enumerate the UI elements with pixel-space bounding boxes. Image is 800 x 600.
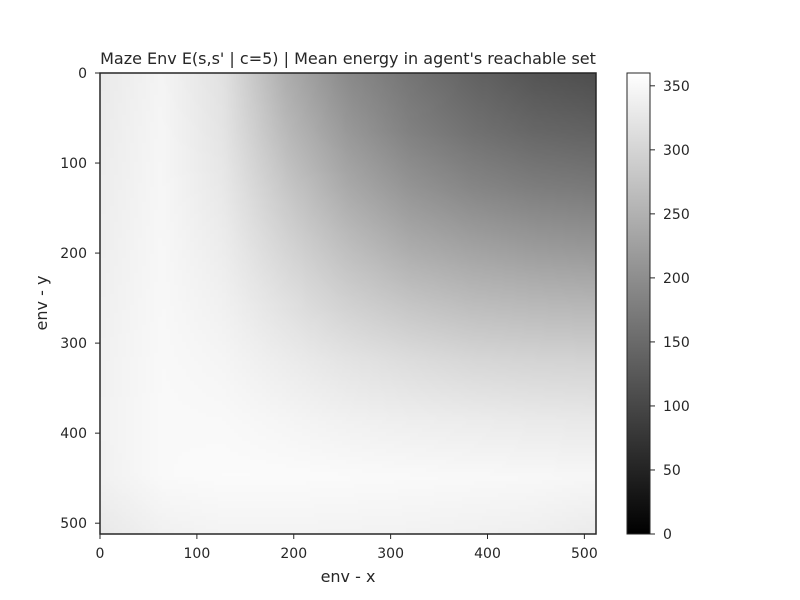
colorbar-tick-label: 350 xyxy=(663,79,690,95)
plot-area xyxy=(99,72,597,535)
x-tick-label: 300 xyxy=(377,546,404,562)
chart-title: Maze Env E(s,s' | c=5) | Mean energy in … xyxy=(100,49,596,68)
x-tick-label: 500 xyxy=(571,546,598,562)
colorbar-tick-label: 50 xyxy=(663,463,681,479)
colorbar-tick-label: 250 xyxy=(663,207,690,223)
colorbar-tick-label: 150 xyxy=(663,335,690,351)
colorbar-tick-label: 300 xyxy=(663,143,690,159)
y-tick-label: 100 xyxy=(60,156,87,172)
x-axis-label: env - x xyxy=(321,567,376,586)
heatmap-image xyxy=(100,73,596,534)
x-axis-ticks: 0 100 200 300 400 500 xyxy=(96,534,598,562)
x-tick-label: 400 xyxy=(474,546,501,562)
y-tick-label: 0 xyxy=(78,66,87,82)
y-axis-label: env - y xyxy=(32,276,51,331)
x-tick-label: 200 xyxy=(280,546,307,562)
colorbar-tick-label: 200 xyxy=(663,271,690,287)
colorbar-tick-label: 0 xyxy=(663,527,672,543)
y-tick-label: 300 xyxy=(60,336,87,352)
colorbar-tick-label: 100 xyxy=(663,399,690,415)
y-tick-label: 500 xyxy=(60,516,87,532)
colorbar-gradient xyxy=(626,72,651,535)
colorbar-ticks: 0 50 100 150 200 250 300 350 xyxy=(650,79,690,543)
y-axis-ticks: 0 100 200 300 400 500 xyxy=(60,66,100,532)
colorbar: 0 50 100 150 200 250 300 350 xyxy=(626,72,690,543)
x-tick-label: 100 xyxy=(184,546,211,562)
y-tick-label: 200 xyxy=(60,246,87,262)
y-tick-label: 400 xyxy=(60,426,87,442)
plot-frame xyxy=(99,72,597,535)
x-tick-label: 0 xyxy=(96,546,105,562)
